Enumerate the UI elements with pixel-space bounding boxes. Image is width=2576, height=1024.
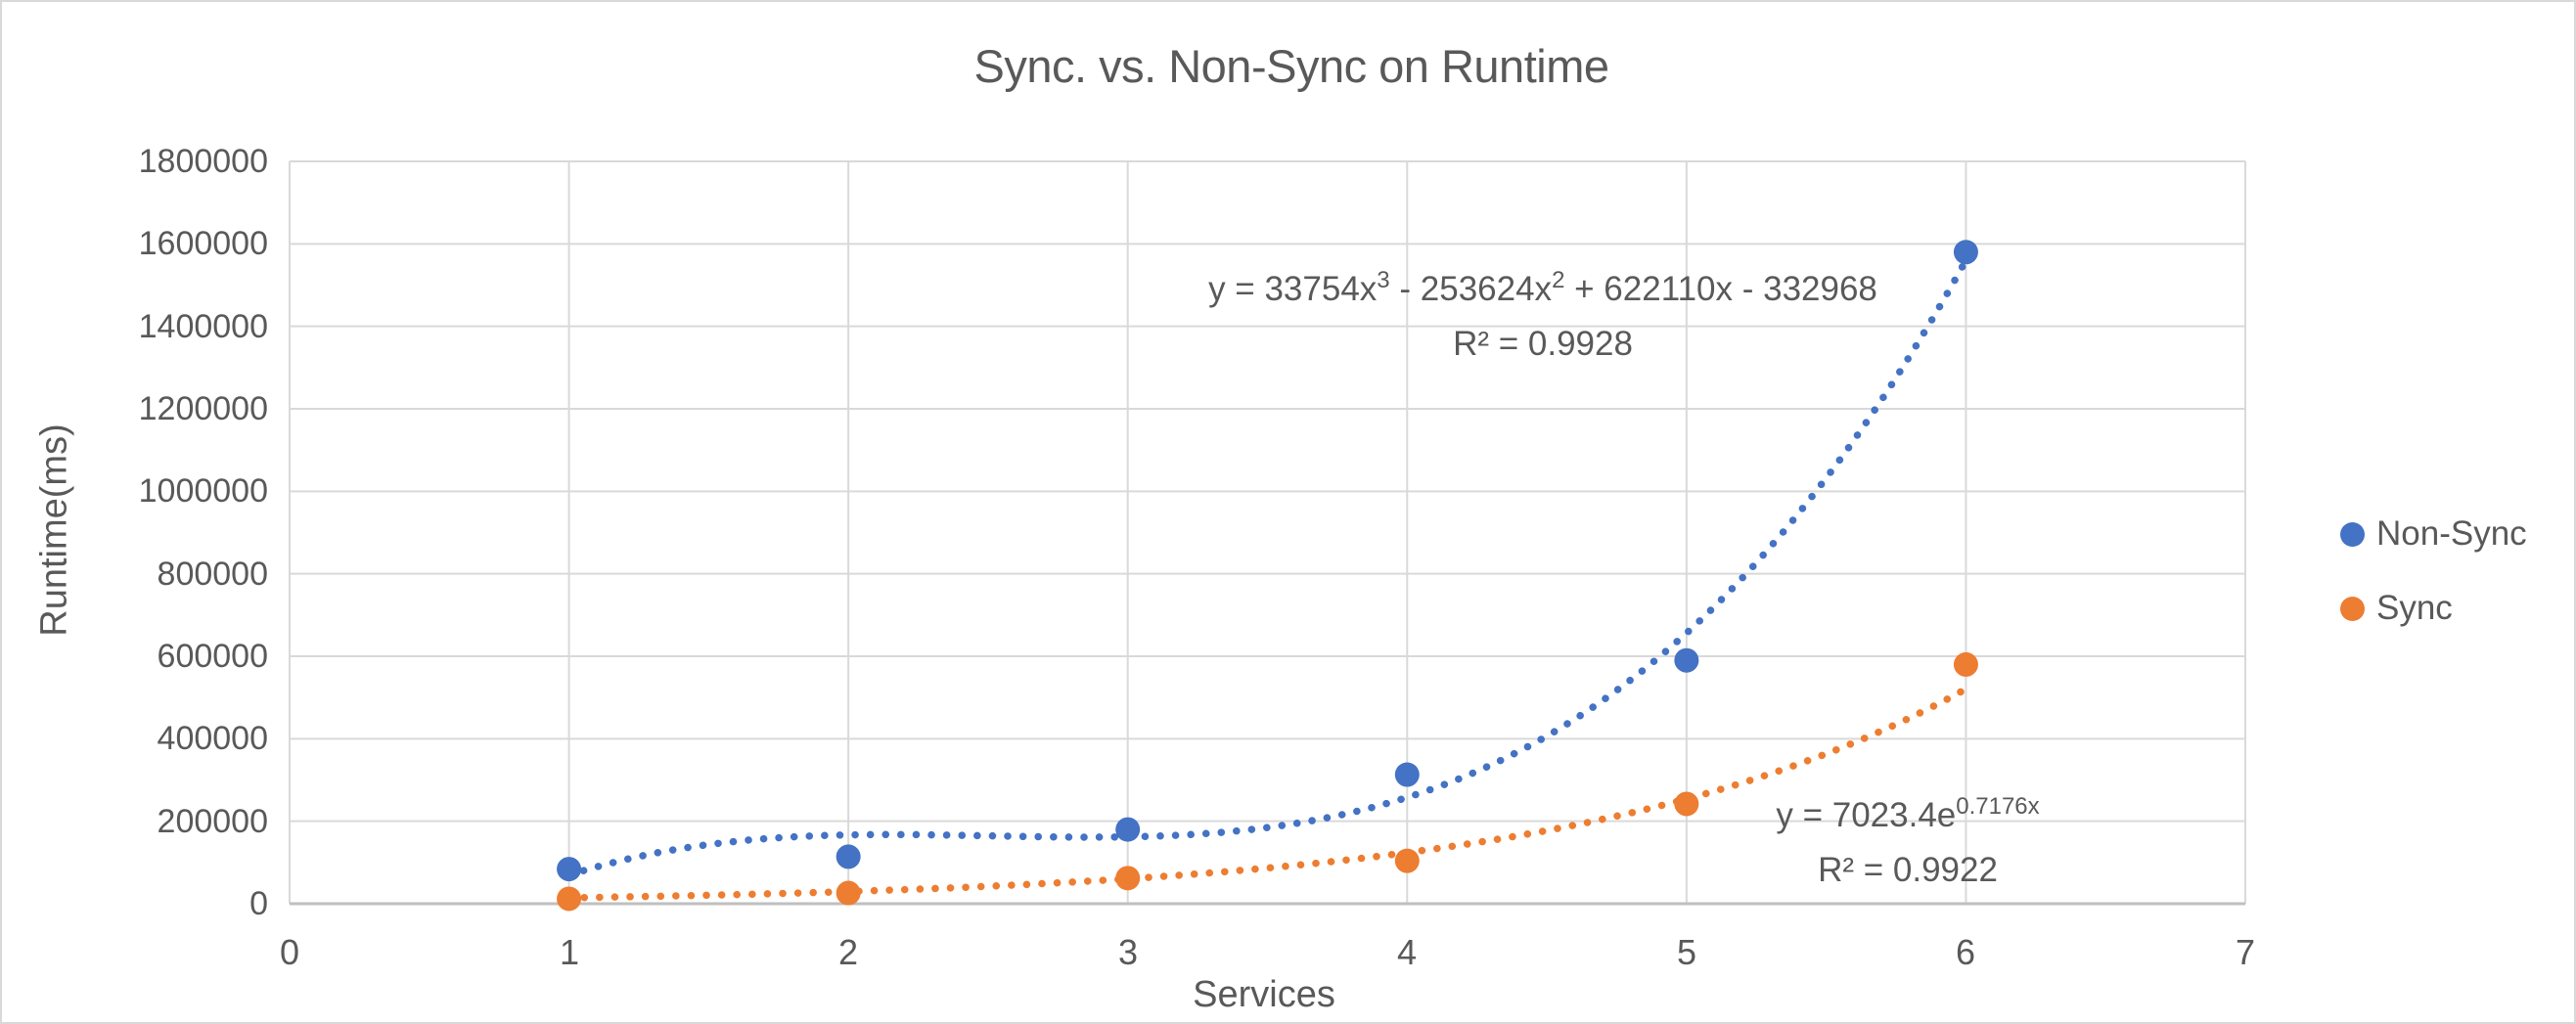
- legend: Non-Sync Sync: [2340, 509, 2527, 657]
- y-axis-tick-label: 1400000: [138, 308, 268, 345]
- y-axis-tick-label: 1200000: [138, 390, 268, 427]
- equation-text: - 253624x: [1389, 270, 1553, 308]
- legend-label: Sync: [2376, 589, 2453, 627]
- superscript: 2: [1552, 267, 1565, 293]
- legend-marker-icon: [2340, 521, 2365, 547]
- x-axis-tick-label: 1: [559, 932, 580, 972]
- trendline-equation-sync: y = 7023.4e0.7176x R² = 0.9922: [1516, 790, 2299, 896]
- legend-marker-icon: [2340, 596, 2365, 621]
- y-axis-tick-label: 200000: [157, 803, 268, 840]
- x-axis-title: Services: [1193, 974, 1335, 1015]
- y-axis-tick-label: 1800000: [138, 143, 268, 180]
- y-axis-tick-label: 0: [249, 885, 268, 922]
- r-squared-label: R² = 0.9928: [1453, 325, 1633, 363]
- y-axis-tick-label: 1000000: [138, 472, 268, 510]
- x-axis-tick-label: 3: [1117, 932, 1139, 972]
- legend-label: Non-Sync: [2376, 514, 2527, 553]
- x-axis-tick-label: 0: [279, 932, 300, 972]
- superscript: 3: [1377, 267, 1390, 293]
- y-axis-tick-label: 400000: [157, 720, 268, 757]
- equation-text: + 622110x - 332968: [1564, 270, 1877, 308]
- legend-item-non-sync: Non-Sync: [2340, 509, 2527, 559]
- equation-text: y = 7023.4e: [1776, 796, 1957, 834]
- x-axis-tick-label: 4: [1396, 932, 1418, 972]
- y-axis-tick-label: 800000: [157, 556, 268, 593]
- chart-title: Sync. vs. Non-Sync on Runtime: [973, 40, 1610, 92]
- superscript: 0.7176x: [1956, 793, 2040, 820]
- x-axis-tick-label: 5: [1676, 932, 1697, 972]
- x-axis-tick-label: 6: [1955, 932, 1976, 972]
- trendline-equation-nonsync: y = 33754x3 - 253624x2 + 622110x - 33296…: [1147, 264, 1939, 370]
- y-axis-title: Runtime(ms): [33, 423, 75, 637]
- equation-line: y = 33754x3 - 253624x2 + 622110x - 33296…: [1147, 264, 1939, 319]
- equation-text: y = 33754x: [1208, 270, 1378, 308]
- equation-line: y = 7023.4e0.7176x: [1516, 790, 2299, 845]
- x-axis-tick-label: 2: [837, 932, 859, 972]
- y-axis-tick-label: 1600000: [138, 225, 268, 262]
- x-axis-tick-label: 7: [2235, 932, 2256, 972]
- y-axis-tick-label: 600000: [157, 638, 268, 675]
- legend-item-sync: Sync: [2340, 583, 2527, 634]
- r-squared-label: R² = 0.9922: [1818, 851, 1998, 889]
